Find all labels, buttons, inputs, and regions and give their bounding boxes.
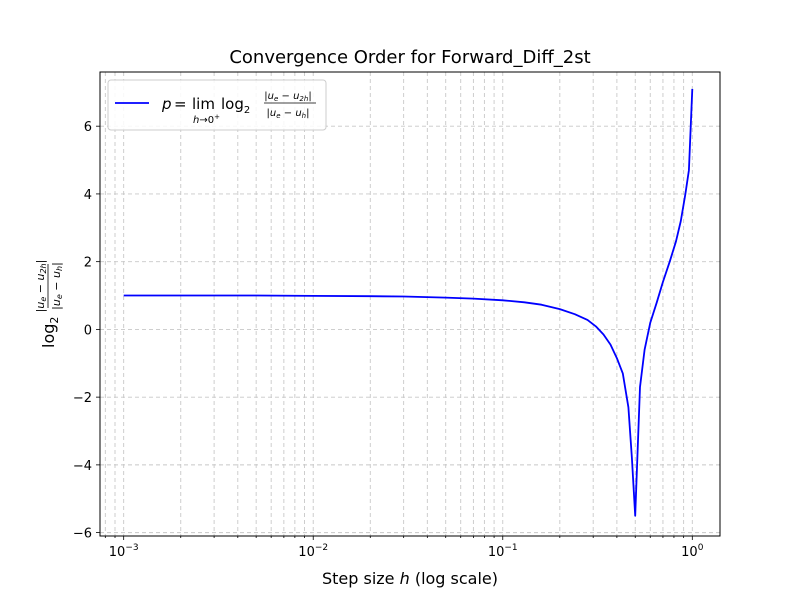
y-tick-label: 0	[84, 323, 92, 338]
x-tick-label: 10−2	[298, 543, 328, 560]
svg-text:p: p	[161, 95, 172, 113]
x-tick-label: 100	[681, 543, 704, 560]
y-tick-label: −6	[73, 527, 92, 542]
y-tick-label: −2	[73, 391, 92, 406]
svg-text:log2: log2	[221, 95, 250, 116]
x-tick-label: 10−3	[109, 543, 139, 560]
y-tick-label: 4	[84, 188, 92, 203]
series-line	[123, 88, 694, 517]
y-tick-label: 6	[84, 120, 92, 135]
y-tick-label: 2	[84, 256, 92, 271]
svg-text:=: =	[174, 95, 187, 113]
series-layer	[123, 88, 694, 517]
legend-box	[107, 79, 327, 131]
tick-layer: −6 −4 −2 0 2 4 6 10−3 10−2 10−1 100	[73, 120, 704, 560]
y-tick-label: −4	[73, 459, 92, 474]
grid-layer	[100, 72, 720, 536]
svg-text:h→0+: h→0+	[193, 113, 220, 126]
x-tick-label: 10−1	[488, 543, 518, 560]
svg-text:log2: log2	[39, 317, 61, 348]
chart-title: Convergence Order for Forward_Diff_2st	[229, 47, 590, 68]
x-axis-label: Step size h (log scale)	[322, 569, 498, 588]
svg-text:lim: lim	[192, 95, 215, 113]
legend: p = lim h→0+ log2 |ue − u2h| |ue − uh|	[107, 79, 327, 131]
plot-frame	[99, 71, 721, 537]
